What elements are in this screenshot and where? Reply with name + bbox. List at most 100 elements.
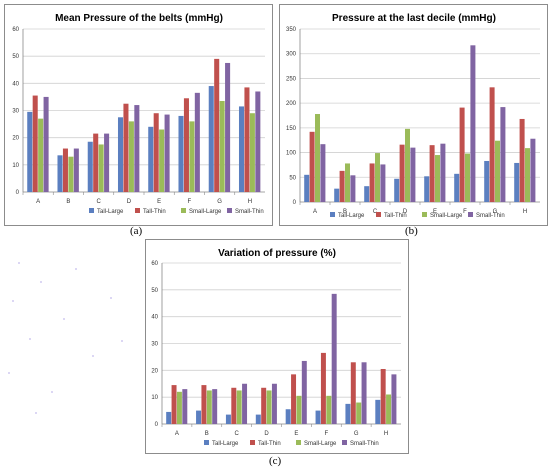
- bar: [178, 115, 184, 192]
- bar: [266, 390, 272, 424]
- bar: [285, 409, 291, 424]
- bar: [320, 144, 326, 202]
- y-tick-label: 50: [151, 288, 158, 294]
- bar: [375, 399, 381, 424]
- bar: [87, 141, 93, 192]
- y-tick-label: 50: [12, 54, 19, 60]
- bar: [500, 107, 506, 202]
- legend-label: Tall-Large: [338, 213, 365, 219]
- caption-c: (c): [269, 455, 282, 467]
- bar: [201, 385, 207, 424]
- bar: [435, 155, 440, 202]
- bar: [271, 383, 277, 424]
- bar: [117, 117, 124, 192]
- y-tick-label: 0: [293, 200, 297, 206]
- bar: [238, 106, 245, 192]
- bar: [249, 113, 255, 192]
- x-tick-label: A: [175, 431, 179, 437]
- x-tick-label: A: [36, 199, 40, 205]
- y-tick-label: 100: [286, 151, 297, 157]
- legend-swatch: [296, 440, 301, 445]
- bar: [429, 145, 435, 202]
- speck: [12, 300, 14, 302]
- x-tick-label: E: [157, 199, 161, 205]
- bar: [128, 121, 134, 192]
- x-tick-label: B: [66, 199, 70, 205]
- bar: [261, 387, 267, 424]
- speck: [63, 318, 65, 320]
- caption-b: (b): [405, 225, 418, 237]
- caption-a: (a): [130, 225, 143, 237]
- bar: [514, 162, 520, 202]
- bar: [57, 155, 63, 192]
- x-tick-label: H: [384, 431, 388, 437]
- bar: [182, 389, 188, 424]
- bar: [331, 293, 337, 424]
- bar: [410, 147, 416, 202]
- bar: [98, 144, 104, 192]
- speck: [29, 338, 31, 340]
- bar: [320, 352, 326, 424]
- bar: [176, 391, 182, 424]
- bar: [104, 133, 110, 192]
- legend-swatch: [181, 208, 186, 213]
- x-tick-label: B: [205, 431, 209, 437]
- chart-title: Pressure at the last decile (mmHg): [332, 13, 496, 24]
- bar: [148, 126, 154, 192]
- bar: [326, 395, 332, 424]
- bar: [196, 410, 202, 424]
- bar: [301, 360, 307, 424]
- legend-label: Small-Large: [430, 213, 463, 219]
- bar: [440, 143, 446, 202]
- bar: [489, 87, 495, 202]
- bar: [153, 113, 159, 192]
- chart-panel-b: Pressure at the last decile (mmHg) 0 50 100…: [279, 4, 548, 226]
- bar: [484, 160, 490, 202]
- bar: [334, 188, 340, 202]
- bar: [356, 402, 362, 424]
- x-tick-label: F: [324, 431, 328, 437]
- legend-swatch: [89, 208, 94, 213]
- bar: [32, 95, 38, 192]
- y-tick-label: 0: [16, 190, 20, 196]
- bar: [164, 114, 170, 192]
- bar: [291, 374, 297, 424]
- bar: [123, 103, 129, 192]
- x-tick-label: C: [235, 431, 240, 437]
- x-tick-label: H: [248, 199, 252, 205]
- bar: [380, 368, 386, 424]
- bar: [345, 163, 350, 202]
- y-tick-label: 40: [151, 315, 158, 321]
- bar: [495, 140, 500, 202]
- y-tick-label: 30: [12, 109, 19, 115]
- bar: [62, 148, 68, 192]
- legend-swatch: [250, 440, 255, 445]
- bar: [470, 45, 476, 202]
- bar: [309, 131, 315, 202]
- speck: [75, 268, 77, 270]
- speck: [18, 262, 20, 264]
- speck: [35, 412, 37, 414]
- bar: [189, 121, 195, 192]
- bar: [27, 111, 33, 192]
- bar: [93, 133, 99, 192]
- chart-b-svg: Pressure at the last decile (mmHg) 0 50 100…: [286, 13, 540, 219]
- x-tick-label: C: [373, 209, 378, 215]
- speck: [40, 281, 42, 283]
- legend-swatch: [468, 212, 473, 217]
- bar: [38, 118, 44, 192]
- legend-swatch: [376, 212, 381, 217]
- legend-swatch: [342, 440, 347, 445]
- bar: [219, 100, 225, 192]
- bar: [68, 156, 74, 192]
- y-tick-label: 20: [12, 136, 19, 142]
- bar: [315, 410, 321, 424]
- legend-label: Tall-Thin: [143, 209, 166, 215]
- bar: [391, 374, 397, 424]
- x-tick-label: E: [433, 209, 437, 215]
- bar: [405, 128, 410, 202]
- bar: [296, 395, 302, 424]
- bar: [339, 170, 345, 202]
- bar: [350, 362, 356, 424]
- bar: [166, 411, 172, 424]
